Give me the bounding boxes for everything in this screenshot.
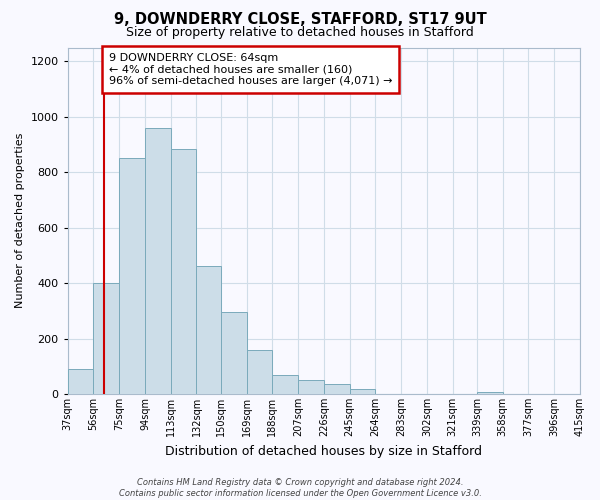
Text: 9 DOWNDERRY CLOSE: 64sqm
← 4% of detached houses are smaller (160)
96% of semi-d: 9 DOWNDERRY CLOSE: 64sqm ← 4% of detache… bbox=[109, 52, 392, 86]
Bar bbox=[324, 384, 350, 394]
X-axis label: Distribution of detached houses by size in Stafford: Distribution of detached houses by size … bbox=[166, 444, 482, 458]
Bar bbox=[247, 350, 272, 394]
Text: 9, DOWNDERRY CLOSE, STAFFORD, ST17 9UT: 9, DOWNDERRY CLOSE, STAFFORD, ST17 9UT bbox=[113, 12, 487, 28]
Bar bbox=[477, 392, 503, 394]
Bar bbox=[68, 369, 94, 394]
Bar bbox=[196, 266, 221, 394]
Bar bbox=[119, 158, 145, 394]
Y-axis label: Number of detached properties: Number of detached properties bbox=[15, 133, 25, 308]
Bar bbox=[272, 374, 298, 394]
Bar bbox=[298, 380, 324, 394]
Text: Size of property relative to detached houses in Stafford: Size of property relative to detached ho… bbox=[126, 26, 474, 39]
Bar bbox=[350, 389, 376, 394]
Bar bbox=[145, 128, 171, 394]
Bar bbox=[221, 312, 247, 394]
Bar bbox=[94, 283, 119, 394]
Text: Contains HM Land Registry data © Crown copyright and database right 2024.
Contai: Contains HM Land Registry data © Crown c… bbox=[119, 478, 481, 498]
Bar bbox=[171, 148, 196, 394]
